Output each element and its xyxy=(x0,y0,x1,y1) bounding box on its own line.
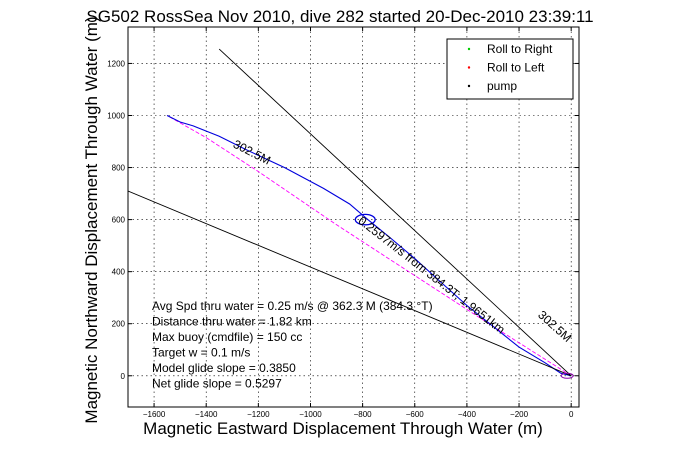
stats-text: Avg Spd thru water = 0.25 m/s @ 362.3 M … xyxy=(152,299,433,391)
stats-line: Distance thru water = 1.82 km xyxy=(152,315,312,329)
x-tick-label: −200 xyxy=(510,410,529,419)
y-tick-label: 200 xyxy=(112,320,126,329)
x-tick-label: −1200 xyxy=(247,410,270,419)
x-tick-label: −1600 xyxy=(143,410,166,419)
legend-swatch xyxy=(467,47,471,51)
y-tick-label: 1200 xyxy=(107,59,125,68)
stats-line: Target w = 0.1 m/s xyxy=(152,346,250,360)
stats-line: Model glide slope = 0.3850 xyxy=(152,361,296,375)
y-axis-label: Magnetic Northward Displacement Through … xyxy=(82,16,101,423)
x-tick-label: −1000 xyxy=(299,410,322,419)
x-tick-label: 0 xyxy=(569,410,574,419)
x-tick-label: −600 xyxy=(406,410,425,419)
legend-label: pump xyxy=(487,79,517,93)
y-tick-label: 800 xyxy=(112,164,126,173)
legend-label: Roll to Left xyxy=(487,61,545,75)
stats-line: Avg Spd thru water = 0.25 m/s @ 362.3 M … xyxy=(152,299,433,313)
y-tick-label: 600 xyxy=(112,216,126,225)
axes-box xyxy=(127,26,580,408)
heading-line-line xyxy=(218,48,572,377)
legend-swatch xyxy=(467,84,471,88)
heading-line-line xyxy=(128,190,572,377)
x-tick-label: −1400 xyxy=(195,410,218,419)
x-tick-label: −400 xyxy=(458,410,477,419)
stats-line: Max buoy (cmdfile) = 150 cc xyxy=(152,330,302,344)
legend-swatch xyxy=(467,66,471,69)
series-layer xyxy=(128,48,574,379)
legend-label: Roll to Right xyxy=(487,42,553,56)
x-tick-label: −800 xyxy=(354,410,373,419)
y-tick-label: 0 xyxy=(121,372,126,381)
legend: Roll to Right Roll to Left pump xyxy=(446,38,574,100)
ticks: −1600 −1400 −1200 −1000 −800 −600 −400 −200 0 0 20… xyxy=(107,27,579,419)
chart-title: SG502 RossSea Nov 2010, dive 282 started… xyxy=(86,7,593,26)
track-loop xyxy=(354,213,376,226)
origin-marker xyxy=(560,372,574,379)
y-tick-label: 400 xyxy=(112,268,126,277)
y-tick-label: 1000 xyxy=(107,111,125,120)
stats-line: Net glide slope = 0.5297 xyxy=(152,377,282,391)
track-line xyxy=(166,115,572,377)
x-axis-label: Magnetic Eastward Displacement Through W… xyxy=(143,419,543,438)
